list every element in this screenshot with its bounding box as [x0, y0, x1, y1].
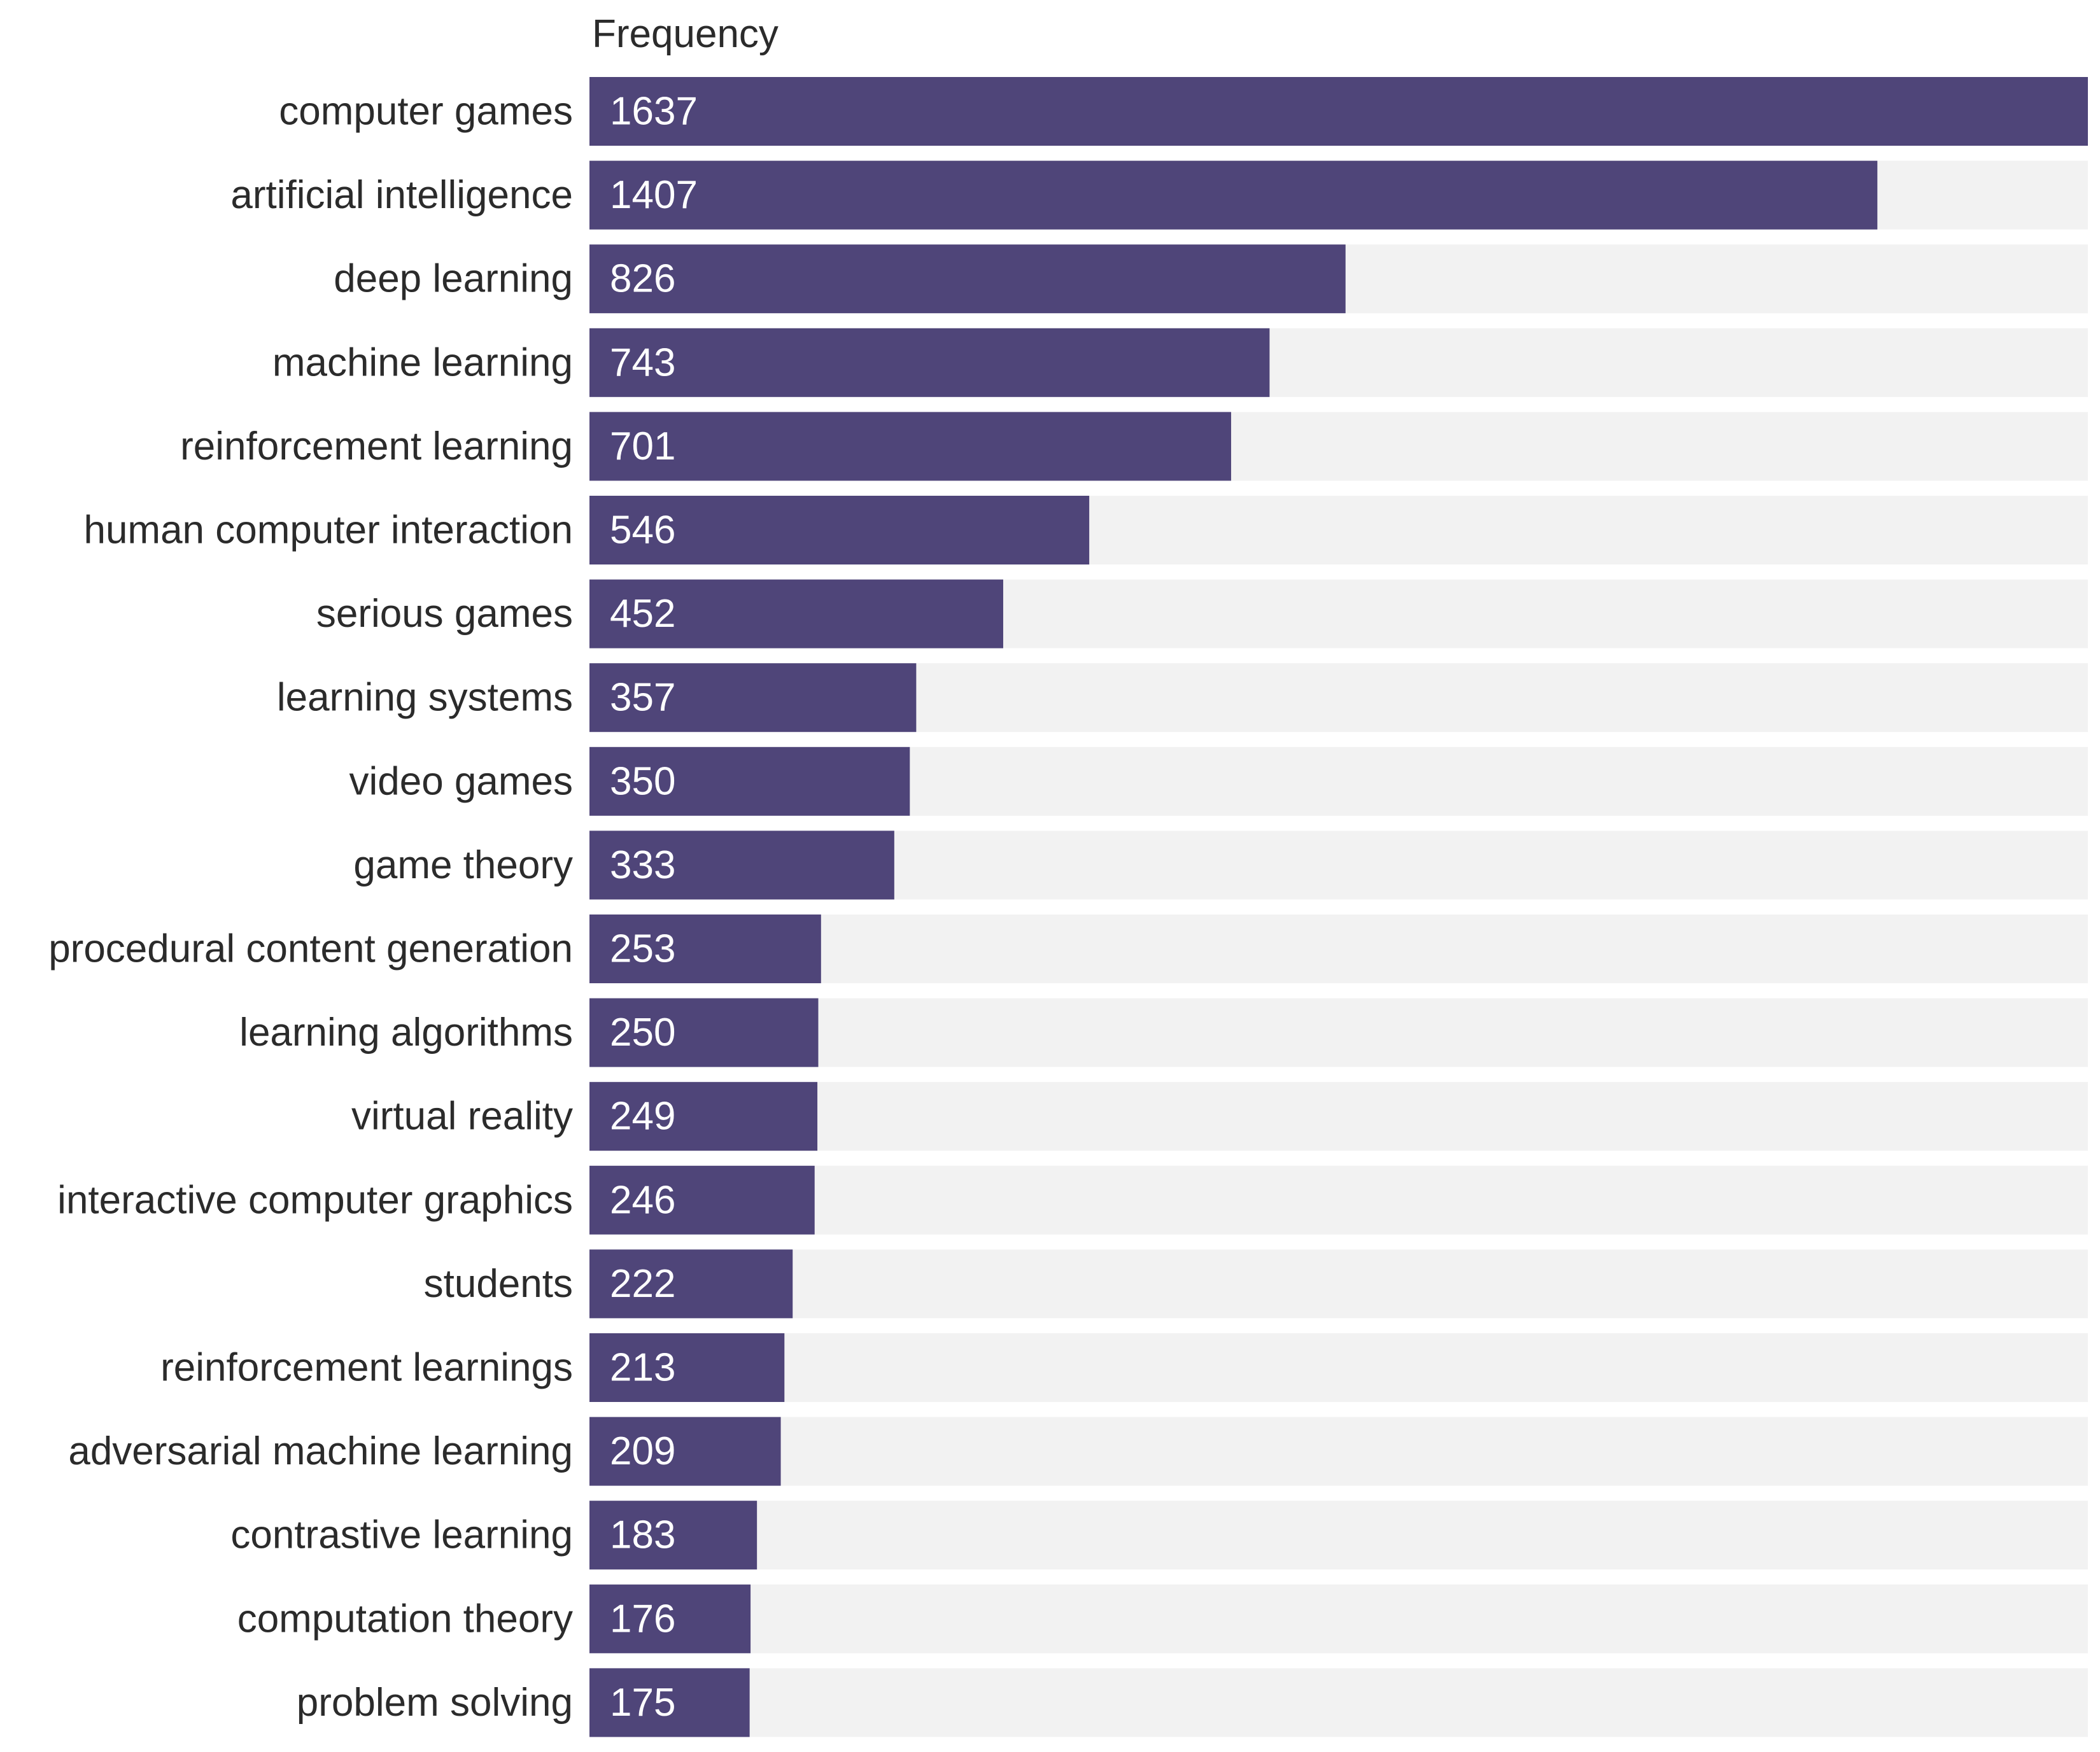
category-label: learning algorithms	[239, 1011, 573, 1055]
bar	[589, 1082, 818, 1151]
category-label: video games	[349, 759, 573, 803]
bar-row: procedural content generation 253	[48, 915, 2088, 983]
bar-row: serious games 452	[316, 579, 2088, 648]
value-label: 333	[610, 843, 675, 887]
bar	[589, 1501, 758, 1570]
bar-track	[589, 1417, 2088, 1486]
value-label: 250	[610, 1011, 675, 1055]
bar-rows: computer games 1637 artificial intelligenc…	[48, 77, 2088, 1737]
bar	[589, 915, 821, 983]
bar-row: computation theory 176	[237, 1584, 2088, 1653]
category-label: computation theory	[237, 1597, 573, 1641]
bar-row: artificial intelligence 1407	[230, 160, 2088, 230]
value-label: 826	[610, 257, 675, 301]
bar-row: deep learning 826	[334, 244, 2088, 314]
category-label: interactive computer graphics	[57, 1178, 573, 1222]
value-label: 1637	[610, 90, 698, 134]
value-label: 743	[610, 340, 675, 384]
bar-row: interactive computer graphics 246	[57, 1165, 2088, 1235]
bar	[589, 579, 1003, 648]
bar-track	[589, 1501, 2088, 1570]
value-label: 175	[610, 1681, 675, 1725]
category-label: students	[424, 1262, 573, 1306]
bar	[589, 1417, 781, 1486]
bar-row: reinforcement learnings 213	[160, 1333, 2088, 1402]
value-label: 546	[610, 508, 675, 552]
category-label: machine learning	[272, 340, 573, 384]
bar	[589, 663, 917, 732]
category-label: reinforcement learnings	[160, 1346, 573, 1390]
category-label: computer games	[279, 90, 573, 134]
bar-row: problem solving 175	[297, 1668, 2088, 1737]
bar-row: human computer interaction 546	[83, 496, 2088, 564]
bar-track	[589, 1082, 2088, 1151]
bar-track	[589, 1333, 2088, 1402]
bar-row: virtual reality 249	[351, 1082, 2088, 1151]
value-label: 222	[610, 1262, 675, 1306]
category-label: human computer interaction	[83, 508, 573, 552]
value-label: 701	[610, 424, 675, 468]
bar	[589, 412, 1232, 481]
bar	[589, 998, 819, 1067]
x-axis-title: Frequency	[592, 12, 779, 56]
value-label: 1407	[610, 173, 698, 217]
bar	[589, 328, 1270, 397]
bar-row: video games 350	[349, 746, 2088, 816]
bar	[589, 1333, 785, 1402]
bar-row: game theory 333	[353, 830, 2088, 900]
bar	[589, 160, 1878, 230]
category-label: game theory	[353, 843, 573, 887]
bar-track	[589, 915, 2088, 983]
bar-track	[589, 1165, 2088, 1235]
bar	[589, 1668, 750, 1737]
bar-row: machine learning 743	[272, 328, 2088, 397]
category-label: learning systems	[277, 676, 573, 720]
category-label: reinforcement learning	[180, 424, 573, 468]
value-label: 213	[610, 1346, 675, 1390]
bar	[589, 746, 910, 816]
bar	[589, 1249, 793, 1319]
bar	[589, 244, 1346, 314]
bar-row: computer games 1637	[279, 77, 2088, 146]
value-label: 357	[610, 676, 675, 720]
category-label: problem solving	[297, 1681, 573, 1725]
category-label: serious games	[316, 592, 573, 636]
value-label: 176	[610, 1597, 675, 1641]
value-label: 253	[610, 927, 675, 971]
bar-row: learning algorithms 250	[239, 998, 2088, 1067]
bar-track	[589, 998, 2088, 1067]
bar	[589, 1584, 751, 1653]
bar-track	[589, 1584, 2088, 1653]
bar-track	[589, 1668, 2088, 1737]
bar	[589, 1165, 815, 1235]
bar-track	[589, 1249, 2088, 1319]
category-label: adversarial machine learning	[68, 1429, 573, 1473]
bar	[589, 830, 894, 900]
value-label: 452	[610, 592, 675, 636]
bar-row: reinforcement learning 701	[180, 412, 2088, 481]
value-label: 183	[610, 1513, 675, 1557]
bar	[589, 496, 1090, 564]
value-label: 249	[610, 1095, 675, 1139]
category-label: artificial intelligence	[230, 173, 573, 217]
category-label: contrastive learning	[230, 1513, 573, 1557]
bar-row: students 222	[424, 1249, 2088, 1319]
bar-row: adversarial machine learning 209	[68, 1417, 2088, 1486]
bar-row: contrastive learning 183	[230, 1501, 2088, 1570]
value-label: 209	[610, 1429, 675, 1473]
bar	[589, 77, 2088, 146]
category-label: procedural content generation	[48, 927, 573, 971]
bar-row: learning systems 357	[277, 663, 2088, 732]
value-label: 246	[610, 1178, 675, 1222]
category-label: virtual reality	[351, 1095, 573, 1139]
value-label: 350	[610, 759, 675, 803]
category-label: deep learning	[334, 257, 573, 301]
